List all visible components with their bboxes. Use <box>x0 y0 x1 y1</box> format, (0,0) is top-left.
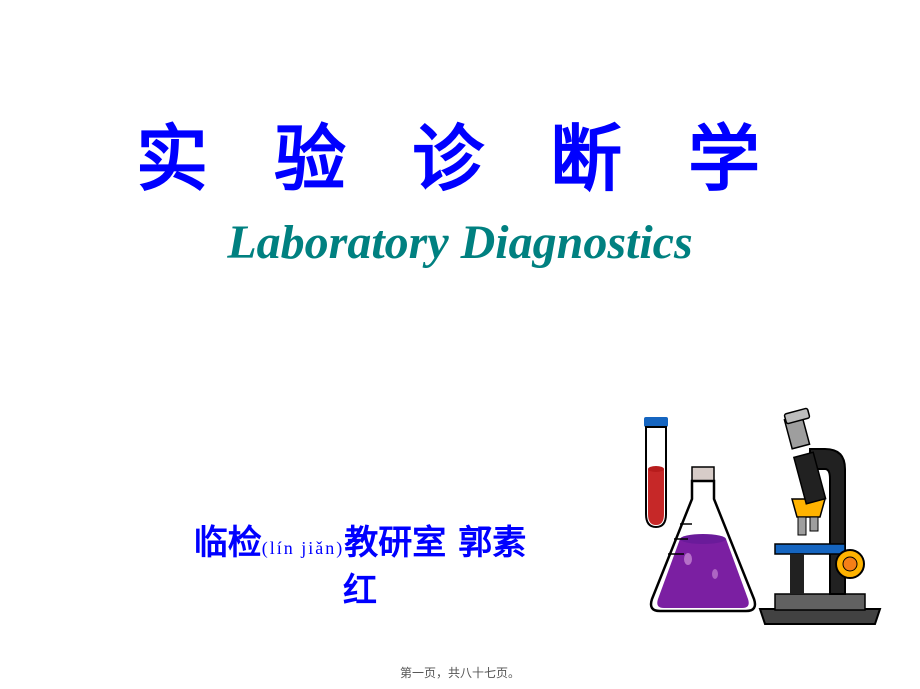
title-english: Laboratory Diagnostics <box>0 215 920 270</box>
author-line: 临检(lín jiǎn)教研室 郭素红 <box>100 520 620 615</box>
author-name1: 郭素 <box>458 525 526 562</box>
test-tube-icon <box>644 417 668 527</box>
page-footer: 第一页，共八十七页。 <box>0 664 920 681</box>
lab-equipment-icon <box>620 399 890 639</box>
author-mid: 教研室 <box>344 525 446 562</box>
title-chinese: 实 验 诊 断 学 <box>0 100 920 205</box>
author-name2: 红 <box>343 573 377 610</box>
microscope-icon <box>760 408 880 624</box>
slide: 实 验 诊 断 学 Laboratory Diagnostics 临检(lín … <box>0 0 920 689</box>
author-prefix: 临检 <box>194 525 262 562</box>
author-pinyin: (lín jiǎn) <box>262 538 344 558</box>
